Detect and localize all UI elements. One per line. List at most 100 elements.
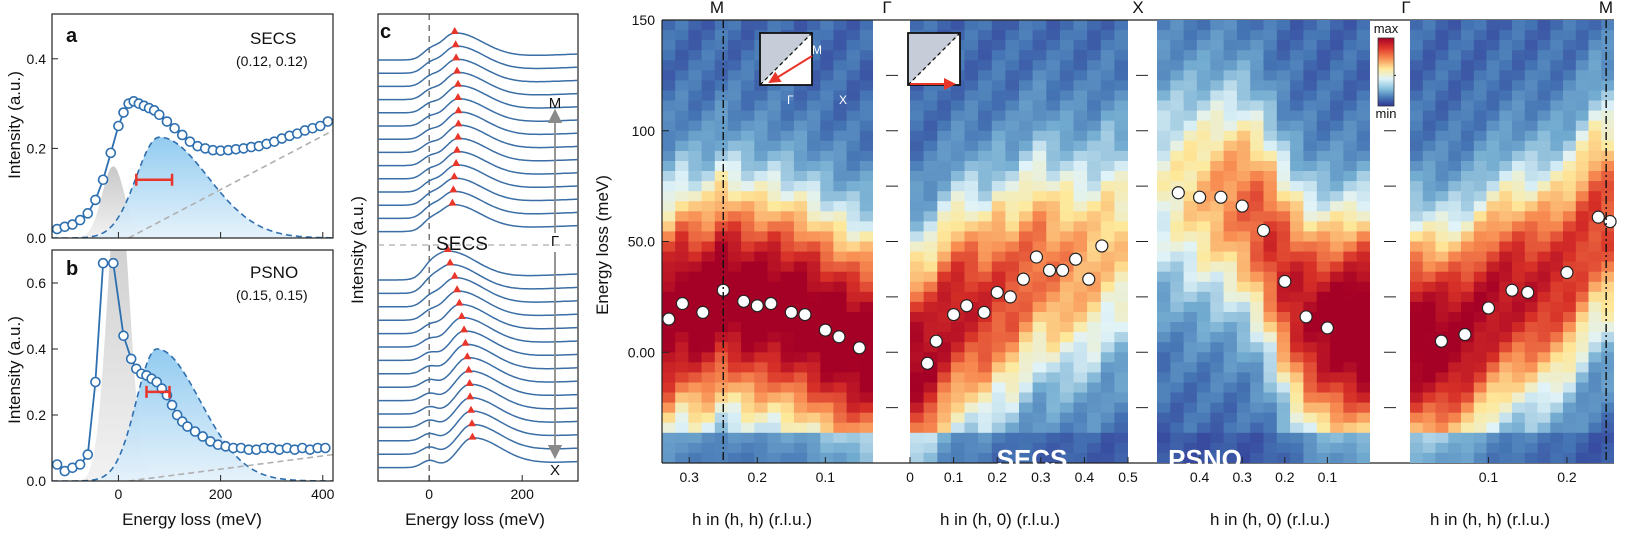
- heatmap-cell: [1059, 201, 1075, 212]
- heatmap-cell: [1183, 80, 1198, 92]
- heatmap-cell: [1250, 30, 1265, 41]
- heatmap-cell: [1343, 412, 1358, 424]
- heatmap-cell: [820, 40, 835, 51]
- heatmap-cell: [1170, 352, 1185, 363]
- heatmap-cell: [675, 422, 689, 434]
- heatmap-cell: [662, 191, 676, 202]
- heatmap-cell: [1114, 452, 1128, 463]
- x-tick-label: 0.5: [1118, 469, 1138, 485]
- heatmap-cell: [1330, 452, 1344, 463]
- heatmap-cell: [714, 372, 729, 384]
- heatmap-cell: [937, 452, 952, 463]
- heatmap-cell: [1435, 191, 1449, 202]
- heatmap-cell: [1448, 372, 1462, 384]
- heatmap-cell: [1303, 150, 1318, 162]
- heatmap-cell: [1330, 80, 1344, 92]
- heatmap-cell: [1059, 322, 1075, 333]
- heatmap-cell: [859, 100, 873, 112]
- heatmap-cell: [1087, 412, 1102, 424]
- heatmap-cell: [923, 211, 938, 222]
- heatmap-cell: [1210, 442, 1225, 454]
- heatmap-cell: [1575, 130, 1590, 142]
- heatmap-cell: [1356, 60, 1370, 71]
- heatmap-cell: [793, 352, 808, 363]
- heatmap-cell: [1005, 412, 1020, 424]
- heatmap-cell: [1410, 161, 1424, 172]
- heatmap-cell: [1290, 201, 1304, 212]
- heatmap-cell: [688, 422, 703, 434]
- heatmap-cell: [1601, 412, 1614, 424]
- heatmap-cell: [978, 322, 993, 333]
- heatmap-cell: [833, 432, 848, 444]
- heatmap-cell: [937, 100, 952, 112]
- heatmap-cell: [1435, 201, 1449, 212]
- heatmap-cell: [1059, 130, 1075, 142]
- heatmap-cell: [780, 100, 795, 112]
- heatmap-cell: [1236, 80, 1251, 92]
- heatmap-cell: [1316, 301, 1331, 313]
- heatmap-cell: [991, 181, 1006, 192]
- heatmap-cell: [1588, 110, 1602, 122]
- heatmap-cell: [859, 70, 873, 81]
- heatmap-cell: [1524, 30, 1539, 41]
- heatmap-cell: [767, 110, 782, 122]
- heatmap-cell: [714, 80, 729, 92]
- heatmap-cell: [1303, 90, 1318, 102]
- heatmap-cell: [1303, 60, 1318, 71]
- heatmap-cell: [714, 221, 729, 233]
- heatmap-cell: [675, 362, 689, 373]
- heatmap-cell: [1524, 191, 1539, 202]
- heatmap-cell: [1303, 332, 1318, 343]
- heatmap-cell: [1250, 382, 1265, 394]
- heatmap-cell: [1046, 372, 1061, 384]
- heatmap-cell: [1330, 70, 1344, 81]
- heatmap-cell: [833, 191, 848, 202]
- heatmap-cell: [727, 301, 742, 313]
- heatmap-cell: [1019, 301, 1034, 313]
- heatmap-cell: [714, 110, 729, 122]
- heatmap-cell: [1343, 30, 1358, 41]
- heatmap-cell: [1223, 332, 1238, 343]
- heatmap-cell: [1236, 241, 1251, 253]
- heatmap-cell: [1575, 332, 1590, 343]
- heatmap-cell: [662, 452, 676, 463]
- heatmap-cell: [688, 80, 703, 92]
- heatmap-cell: [923, 261, 938, 273]
- heatmap-cell: [1422, 442, 1437, 454]
- heatmap-cell: [1290, 342, 1304, 353]
- heatmap-cell: [754, 211, 769, 222]
- heatmap-cell: [1032, 191, 1047, 202]
- heatmap-cell: [910, 140, 925, 152]
- heatmap-cell: [793, 100, 808, 112]
- heatmap-cell: [1473, 120, 1488, 132]
- heatmap-cell: [1330, 261, 1344, 273]
- heatmap-cell: [1524, 342, 1539, 353]
- heatmap-cell: [1210, 70, 1225, 81]
- heatmap-cell: [1196, 90, 1211, 102]
- heatmap-cell: [1290, 392, 1304, 404]
- colorbar-max: max: [1374, 21, 1399, 36]
- heatmap-cell: [1356, 332, 1370, 343]
- heatmap-cell: [754, 392, 769, 404]
- heatmap-cell: [727, 251, 742, 263]
- heatmap-cell: [807, 150, 821, 162]
- heatmap-cell: [1356, 30, 1370, 41]
- heatmap-cell: [1486, 271, 1500, 283]
- heatmap-cell: [1461, 191, 1475, 202]
- heatmap-cell: [1422, 452, 1437, 463]
- heatmap-cell: [937, 271, 952, 283]
- heatmap-cell: [807, 221, 821, 233]
- heatmap-cell: [1550, 181, 1564, 192]
- peak-marker: [450, 271, 459, 279]
- dispersion-point: [737, 294, 751, 308]
- heatmap-cell: [1410, 241, 1424, 253]
- heatmap-cell: [1032, 412, 1047, 424]
- heatmap-cell: [1046, 362, 1061, 373]
- x-tick-label: 0.4: [1190, 469, 1210, 485]
- heatmap-cell: [1448, 291, 1462, 303]
- heatmap-cell: [1290, 442, 1304, 454]
- heatmap-cell: [1422, 402, 1437, 414]
- heatmap-cell: [859, 422, 873, 434]
- heatmap-cell: [1236, 120, 1251, 132]
- heatmap-cell: [1183, 181, 1198, 192]
